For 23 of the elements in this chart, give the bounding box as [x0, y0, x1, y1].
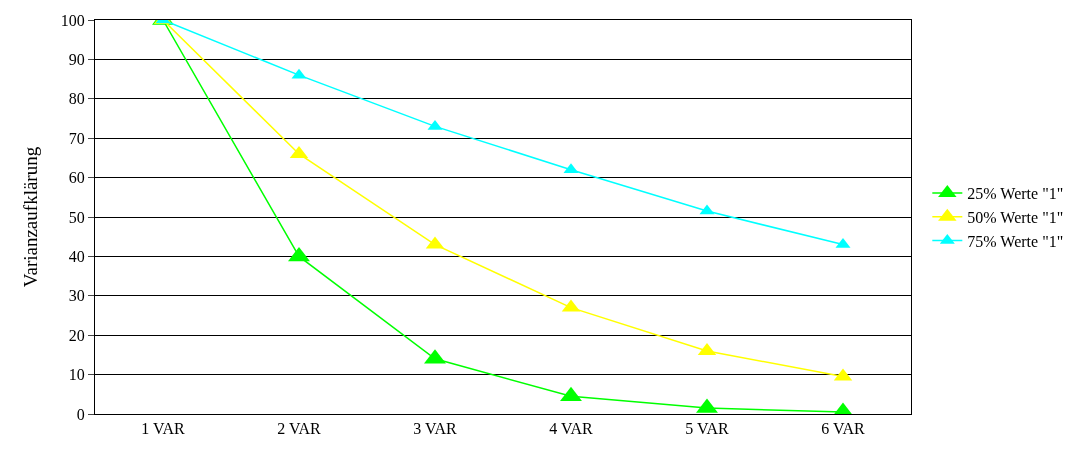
y-tick-label: 60 — [68, 169, 85, 187]
legend-label: 50% Werte "1" — [967, 208, 1064, 226]
x-tick-label: 3 VAR — [413, 420, 458, 438]
y-tick-label: 20 — [68, 326, 85, 344]
x-tick-label: 2 VAR — [277, 420, 322, 438]
y-tick-label: 80 — [68, 90, 85, 108]
y-tick-label: 70 — [68, 129, 85, 147]
x-tick-label: 1 VAR — [141, 420, 186, 438]
y-tick-label: 100 — [60, 11, 85, 29]
y-tick-label: 40 — [68, 248, 85, 265]
y-tick-label: 50 — [68, 208, 85, 226]
x-tick-label: 5 VAR — [685, 420, 730, 438]
x-tick-label: 4 VAR — [549, 420, 594, 438]
point — [560, 386, 582, 402]
y-tick-label: 0 — [76, 405, 85, 423]
point — [288, 246, 310, 262]
y-tick-label: 90 — [68, 51, 85, 68]
legend-label: 75% Werte "1" — [967, 232, 1064, 250]
y-tick-label: 30 — [68, 287, 85, 305]
legend-label: 25% Werte "1" — [967, 185, 1064, 203]
x-tick-label: 6 VAR — [821, 420, 866, 438]
y-tick-label: 10 — [68, 366, 85, 384]
y-axis-title: Varianzaufklärung — [19, 146, 41, 288]
